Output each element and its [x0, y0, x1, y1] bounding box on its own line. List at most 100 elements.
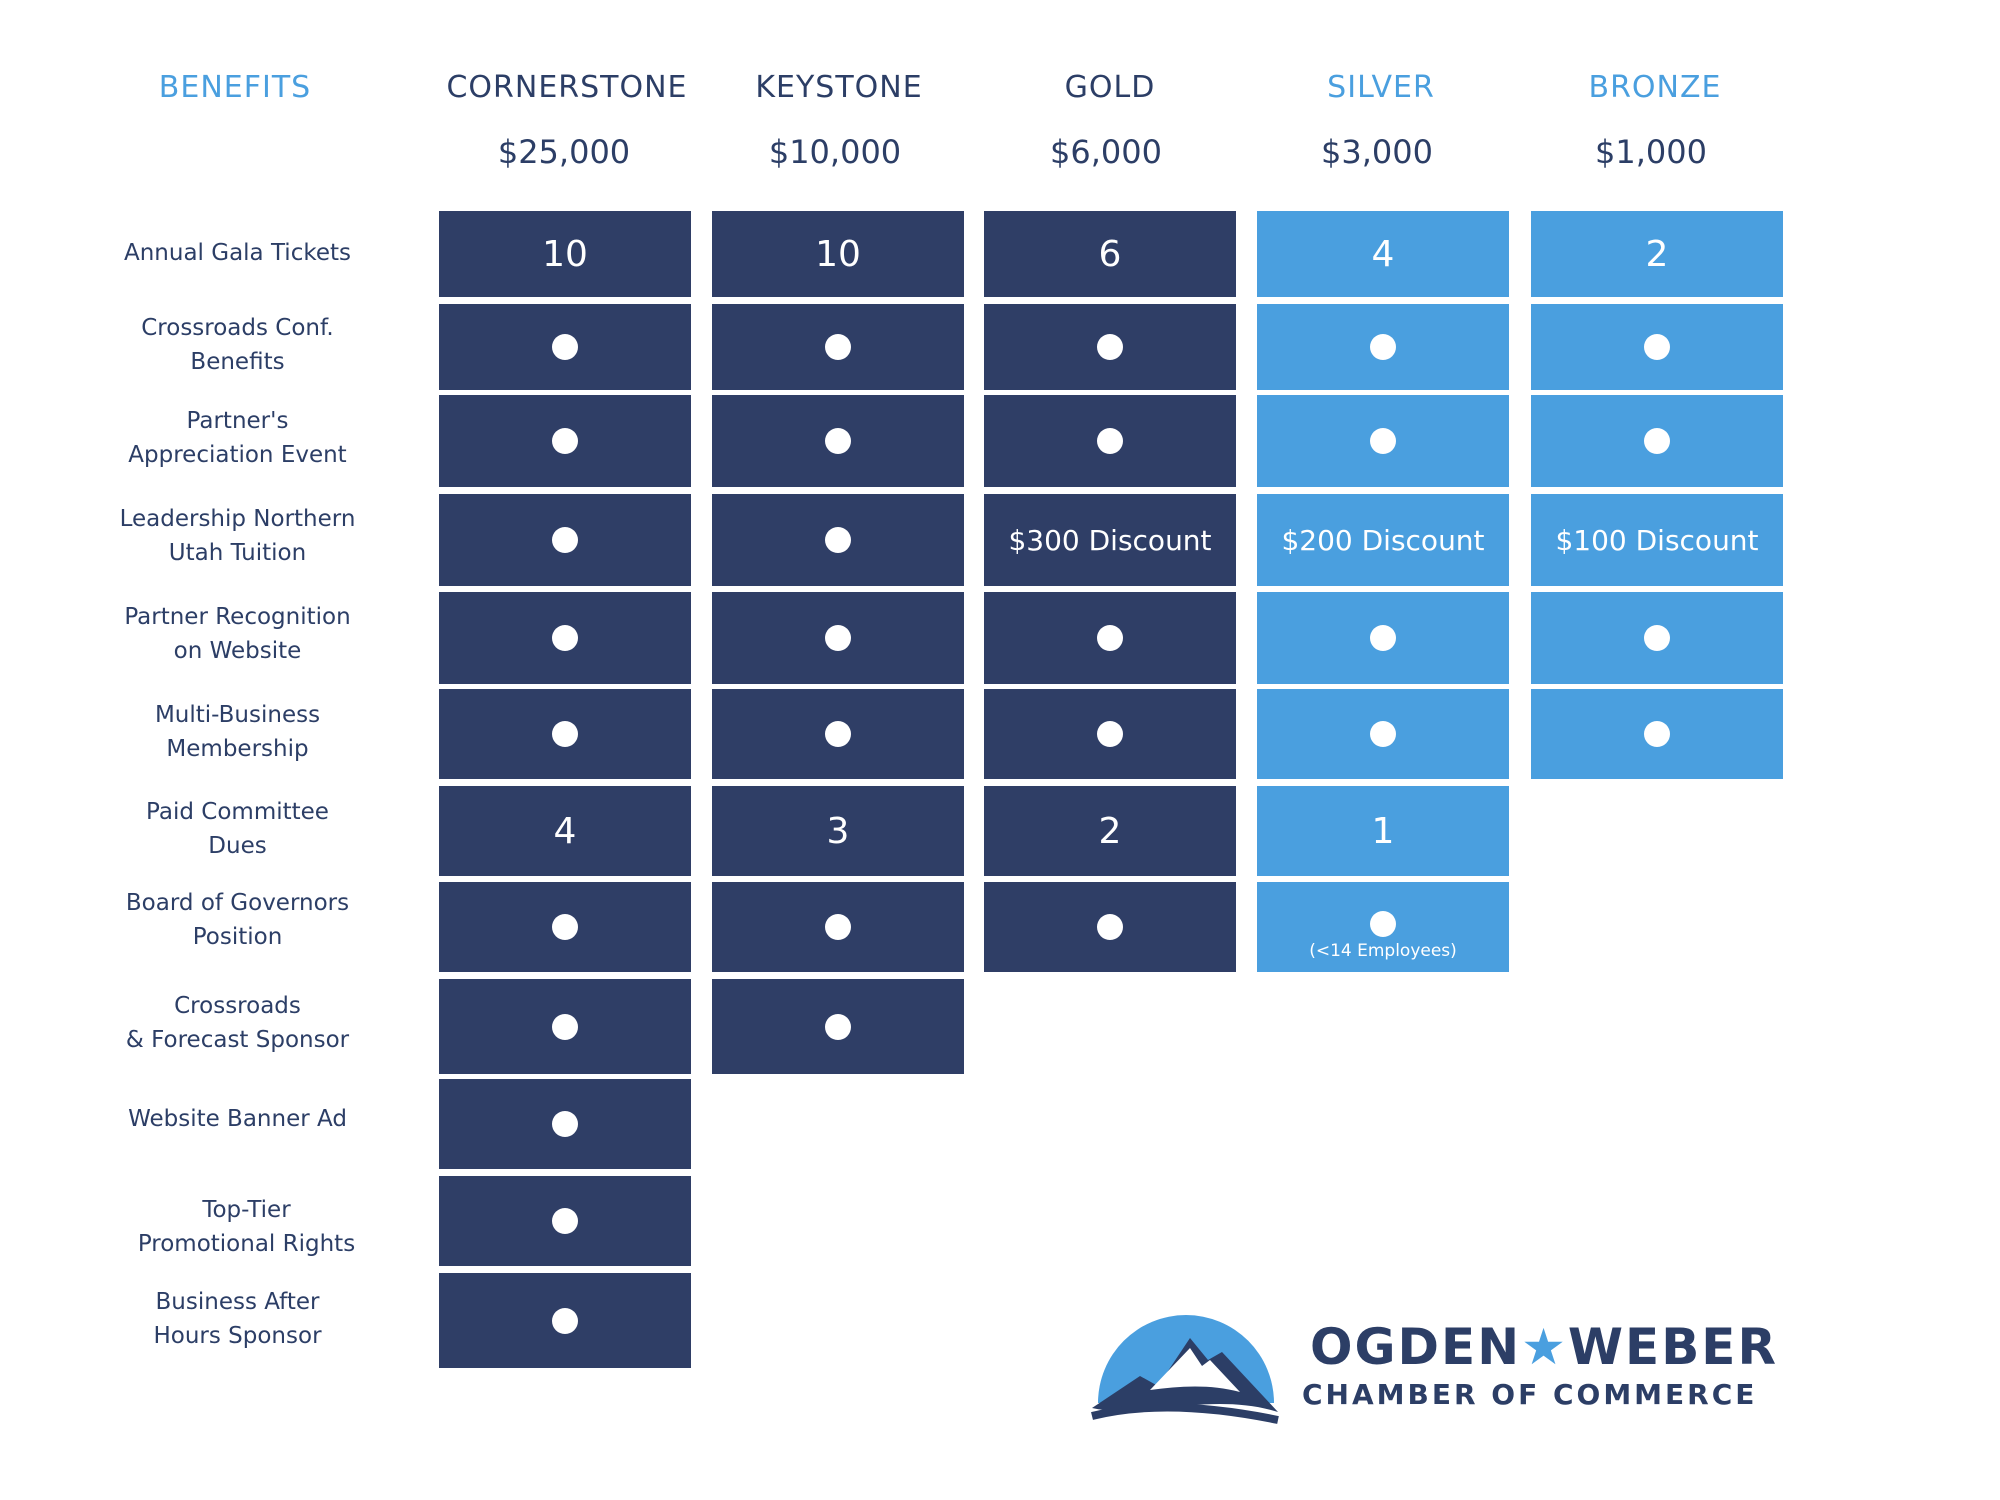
cell-value: $200 Discount	[1281, 523, 1485, 557]
benefit-label-board: Board of Governors Position	[125, 890, 350, 950]
included-dot-icon	[1097, 721, 1123, 747]
cell-value: 1	[1371, 810, 1395, 852]
tier-price-keystone: $10,000	[768, 133, 902, 171]
cell-keystone-row-8	[712, 882, 964, 972]
benefits-header: BENEFITS	[158, 70, 312, 105]
cell-cornerstone-row-7: 4	[439, 786, 691, 876]
tier-price-gold: $6,000	[1050, 133, 1162, 171]
tier-name-cornerstone: CORNERSTONE	[446, 70, 688, 105]
cell-cornerstone-row-4	[439, 494, 691, 586]
cell-cornerstone-row-6	[439, 689, 691, 779]
cell-cornerstone-row-10	[439, 1079, 691, 1169]
included-dot-icon	[552, 1307, 578, 1334]
included-dot-icon	[825, 527, 851, 553]
cell-keystone-row-6	[712, 689, 964, 779]
included-dot-icon	[552, 527, 578, 553]
included-dot-icon	[552, 721, 578, 747]
benefit-label-after-hours: Business After Hours Sponsor	[153, 1289, 322, 1349]
benefit-label-leadership: Leadership Northern Utah Tuition	[119, 506, 356, 566]
cell-value: 2	[1098, 810, 1122, 852]
benefit-label-appreciation: Partner's Appreciation Event	[128, 408, 347, 468]
logo-word-weber: WEBER	[1567, 1318, 1778, 1376]
included-dot-icon	[1370, 625, 1396, 651]
included-dot-icon	[1370, 428, 1396, 454]
cell-value: $300 Discount	[1008, 523, 1212, 557]
cell-keystone-row-1: 10	[712, 211, 964, 297]
cell-silver-row-6	[1257, 689, 1509, 779]
tier-price-bronze: $1,000	[1595, 133, 1707, 171]
mountain-logo-icon	[1091, 1315, 1279, 1424]
included-dot-icon	[1370, 721, 1396, 747]
included-dot-icon	[1370, 334, 1396, 360]
cell-silver-row-2	[1257, 304, 1509, 390]
benefit-label-recognition: Partner Recognition on Website	[124, 604, 351, 664]
cell-cornerstone-row-5	[439, 592, 691, 684]
logo-star-icon: ★	[1521, 1318, 1568, 1376]
tier-name-gold: GOLD	[1064, 70, 1156, 105]
cell-silver-row-8: (<14 Employees)	[1257, 882, 1509, 972]
included-dot-icon	[1644, 334, 1670, 360]
cell-gold-row-3	[984, 395, 1236, 487]
included-dot-icon	[552, 428, 578, 454]
cell-cornerstone-row-9	[439, 979, 691, 1074]
cell-gold-row-2	[984, 304, 1236, 390]
included-dot-icon	[1644, 721, 1670, 747]
included-dot-icon	[552, 1111, 578, 1137]
included-dot-icon	[825, 334, 851, 360]
included-dot-icon	[825, 428, 851, 454]
benefit-label-forecast: Crossroads & Forecast Sponsor	[125, 993, 350, 1053]
tier-price-cornerstone: $25,000	[497, 133, 631, 171]
cell-keystone-row-3	[712, 395, 964, 487]
tier-name-silver: SILVER	[1327, 70, 1435, 105]
included-dot-icon	[825, 721, 851, 747]
cell-cornerstone-row-3	[439, 395, 691, 487]
included-dot-icon	[825, 914, 851, 940]
cell-keystone-row-2	[712, 304, 964, 390]
benefit-label-committee: Paid Committee Dues	[146, 799, 329, 859]
cell-silver-row-3	[1257, 395, 1509, 487]
cell-value: 4	[553, 810, 577, 852]
cell-silver-row-7: 1	[1257, 786, 1509, 876]
employee-limit-note: (<14 Employees)	[1309, 941, 1457, 961]
cell-gold-row-4: $300 Discount	[984, 494, 1236, 586]
benefit-label-promo: Top-Tier Promotional Rights	[137, 1197, 356, 1257]
cell-gold-row-1: 6	[984, 211, 1236, 297]
cell-bronze-row-4: $100 Discount	[1531, 494, 1783, 586]
tier-name-bronze: BRONZE	[1588, 70, 1722, 105]
included-dot-icon	[825, 625, 851, 651]
cell-silver-row-5	[1257, 592, 1509, 684]
included-dot-icon	[552, 625, 578, 651]
benefit-label-gala: Annual Gala Tickets	[123, 240, 351, 266]
included-dot-icon	[1097, 625, 1123, 651]
included-dot-icon	[825, 1013, 851, 1040]
included-dot-icon	[1644, 625, 1670, 651]
included-dot-icon	[1644, 428, 1670, 454]
cell-bronze-row-1: 2	[1531, 211, 1783, 297]
included-dot-icon	[1097, 428, 1123, 454]
logo-subtitle: CHAMBER OF COMMERCE	[1302, 1378, 1758, 1411]
cell-value: 6	[1098, 233, 1122, 275]
chamber-logo: OGDEN★WEBER CHAMBER OF COMMERCE	[1090, 1308, 1776, 1428]
included-dot-icon	[552, 334, 578, 360]
included-dot-icon	[552, 914, 578, 940]
included-dot-icon	[1097, 334, 1123, 360]
cell-keystone-row-5	[712, 592, 964, 684]
included-dot-icon	[1370, 911, 1396, 937]
cell-value: 3	[826, 810, 850, 852]
cell-bronze-row-6	[1531, 689, 1783, 779]
benefit-label-banner: Website Banner Ad	[128, 1106, 347, 1132]
included-dot-icon	[1097, 914, 1123, 940]
cell-value: 4	[1371, 233, 1395, 275]
benefit-label-crossroads-conf: Crossroads Conf. Benefits	[141, 315, 334, 375]
tier-price-silver: $3,000	[1321, 133, 1433, 171]
cell-value: 10	[542, 233, 588, 275]
cell-keystone-row-4	[712, 494, 964, 586]
tier-name-keystone: KEYSTONE	[755, 70, 923, 105]
benefit-label-multi-business: Multi-Business Membership	[154, 702, 321, 762]
cell-silver-row-4: $200 Discount	[1257, 494, 1509, 586]
cell-gold-row-7: 2	[984, 786, 1236, 876]
cell-value: 10	[815, 233, 861, 275]
cell-cornerstone-row-12	[439, 1273, 691, 1368]
cell-value: $100 Discount	[1555, 523, 1759, 557]
